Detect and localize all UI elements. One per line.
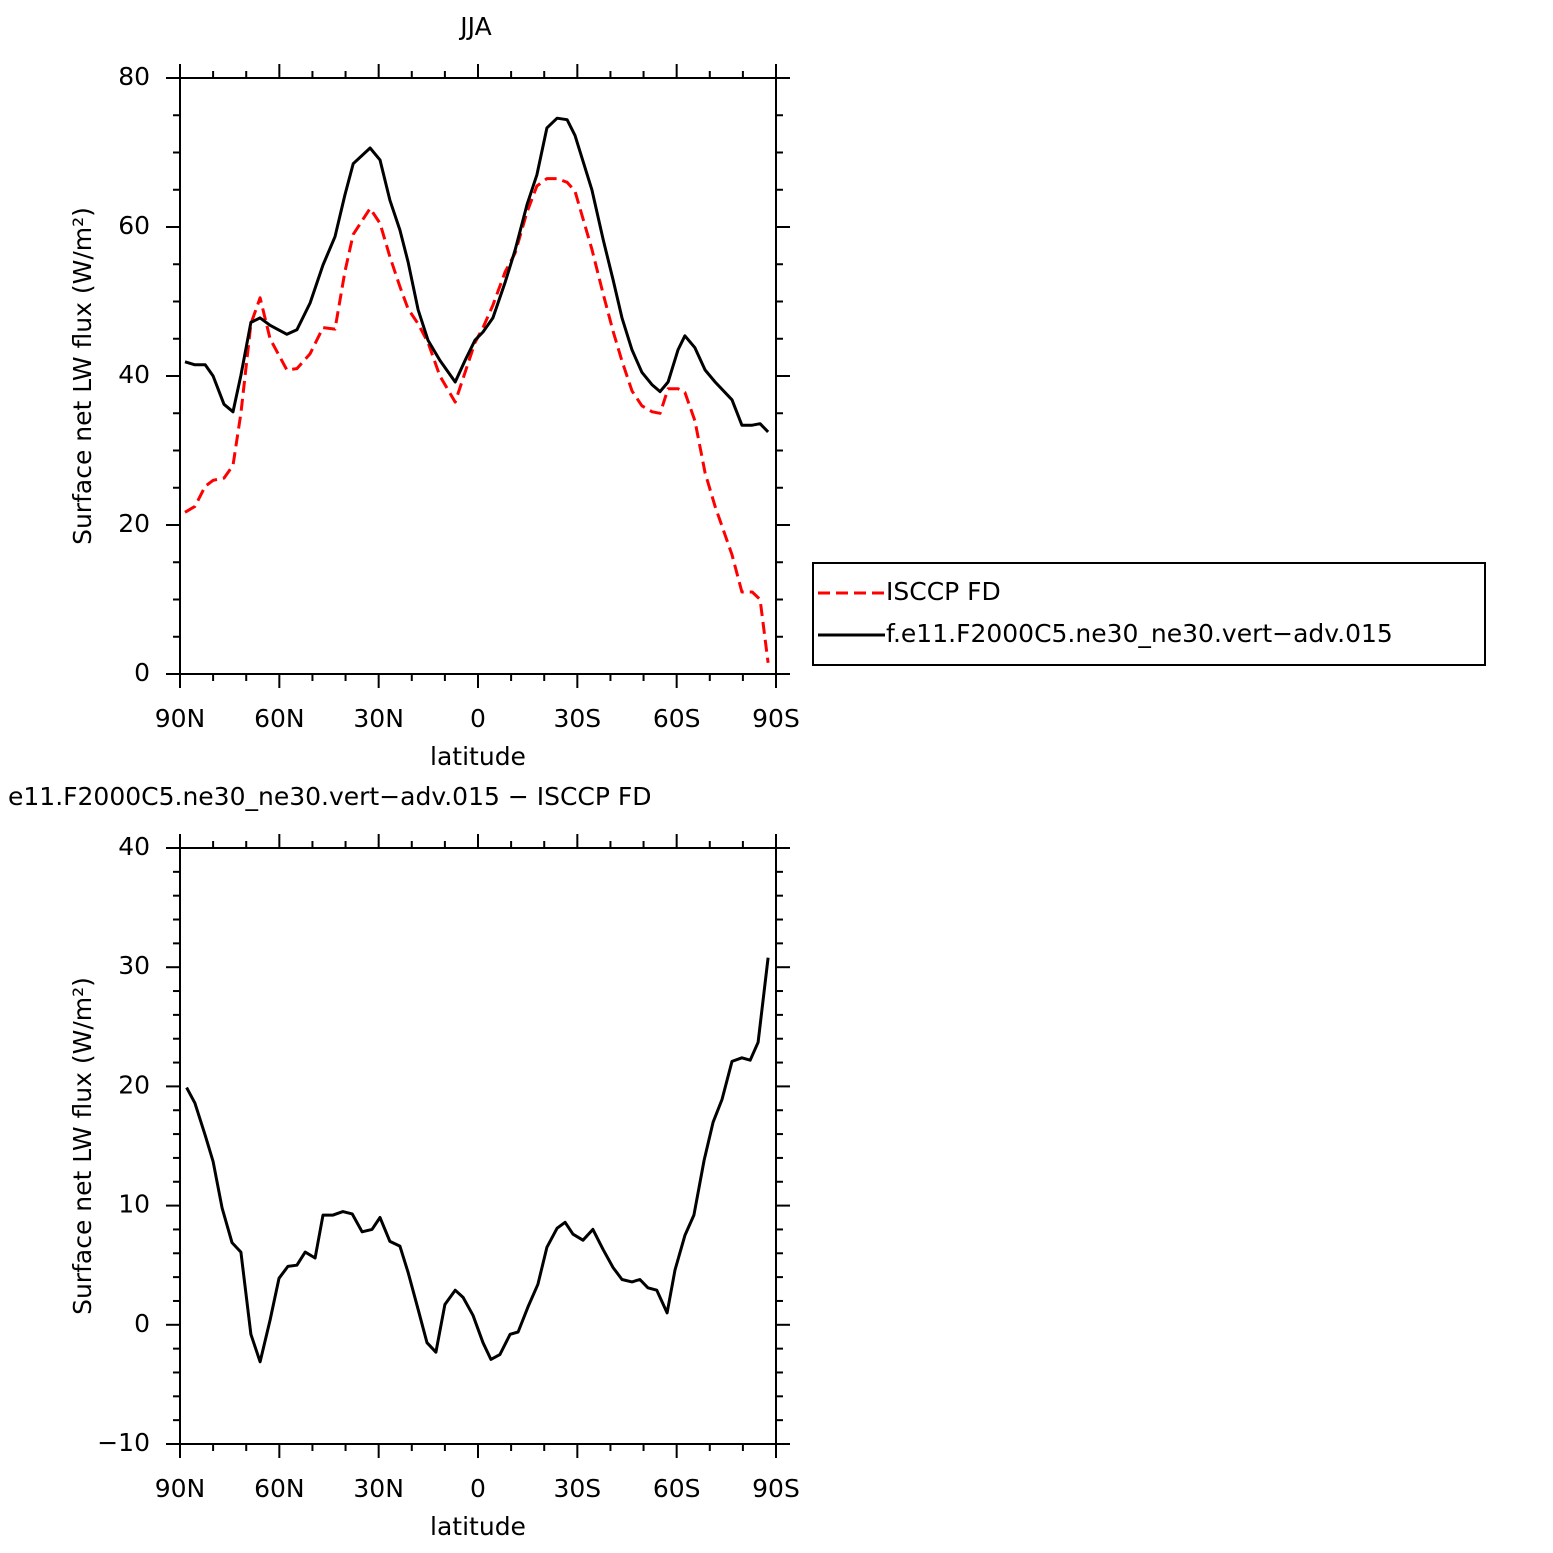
x-axis-label: latitude	[430, 742, 526, 771]
chart-title: e11.F2000C5.ne30_ne30.vert−adv.015 − ISC…	[8, 782, 652, 811]
y-tick-label: 30	[118, 951, 150, 980]
x-tick-label: 30N	[353, 704, 404, 733]
y-axis-label: Surface net LW flux (W/m²)	[68, 977, 97, 1315]
x-tick-label: 60N	[254, 1474, 305, 1503]
data-line	[185, 957, 770, 1364]
x-tick-label: 0	[470, 704, 486, 733]
y-tick-label: 20	[118, 509, 150, 538]
chart-title: JJA	[458, 12, 491, 41]
data-line	[184, 116, 770, 433]
x-tick-label: 90S	[752, 1474, 800, 1503]
y-tick-label: −10	[97, 1428, 150, 1457]
plot-frame	[179, 77, 777, 675]
y-tick-label: 80	[118, 62, 150, 91]
legend-frame	[812, 562, 1486, 666]
x-tick-label: 30S	[553, 704, 601, 733]
x-tick-label: 30N	[353, 1474, 404, 1503]
legend-label: ISCCP FD	[886, 577, 1001, 606]
plot: −10 0 10 20 30 40 90N 60N 30N 0 30S 60S 90S e11.F2000…	[8, 782, 800, 1541]
x-tick-label: 90S	[752, 704, 800, 733]
y-tick-label: 20	[118, 1070, 150, 1099]
y-tick-label: 0	[134, 658, 150, 687]
data-line	[184, 177, 770, 663]
y-tick-label: 0	[134, 1309, 150, 1338]
legend-label: f.e11.F2000C5.ne30_ne30.vert−adv.015	[886, 619, 1393, 648]
y-axis-label: Surface net LW flux (W/m²)	[68, 207, 97, 545]
x-tick-label: 60S	[653, 1474, 701, 1503]
y-tick-label: 40	[118, 360, 150, 389]
y-tick-label: 60	[118, 211, 150, 240]
x-tick-label: 30S	[553, 1474, 601, 1503]
y-tick-label: 40	[118, 832, 150, 861]
plot: 0 20 40 60 80 90N 60N 30N 0 30S 60S 90S JJA latitude S…	[68, 12, 1486, 771]
x-tick-label: 60S	[653, 704, 701, 733]
legend: ISCCP FD f.e11.F2000C5.ne30_ne30.vert−adv…	[812, 562, 1486, 666]
y-tick-label: 10	[118, 1190, 150, 1219]
plot-frame	[179, 847, 777, 1445]
x-tick-label: 90N	[155, 1474, 206, 1503]
x-tick-label: 90N	[155, 704, 206, 733]
x-axis-label: latitude	[430, 1512, 526, 1541]
x-tick-label: 0	[470, 1474, 486, 1503]
x-tick-label: 60N	[254, 704, 305, 733]
